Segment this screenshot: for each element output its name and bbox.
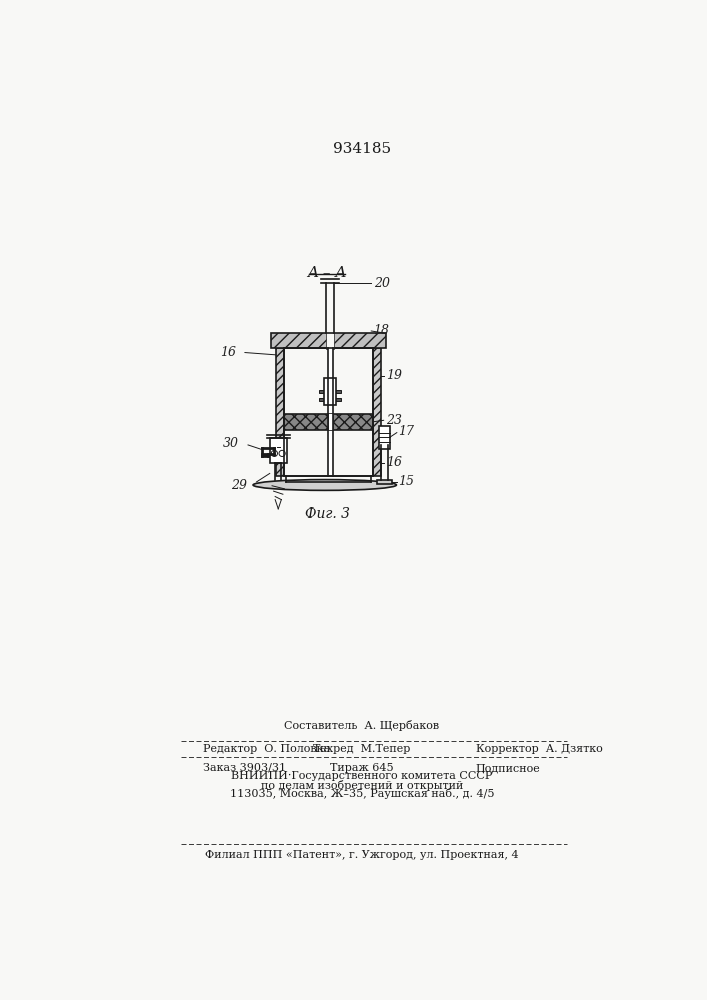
Text: 16: 16	[386, 456, 402, 469]
Text: 29: 29	[231, 479, 247, 492]
Text: 17: 17	[398, 425, 414, 438]
Text: ВНИИПИ·Государственного комитета СССР: ВНИИПИ·Государственного комитета СССР	[231, 771, 493, 781]
Bar	[373, 339, 381, 476]
Text: Заказ 3903/31: Заказ 3903/31	[203, 763, 286, 773]
Text: Тираж 645: Тираж 645	[330, 763, 394, 773]
Text: 18: 18	[373, 324, 390, 337]
Bar	[276, 339, 381, 348]
Text: 19: 19	[386, 369, 402, 382]
Text: Подписное: Подписное	[476, 763, 541, 773]
Text: 30: 30	[223, 437, 239, 450]
Bar	[320, 390, 341, 393]
Text: Филиал ППП «Патент», г. Ужгород, ул. Проектная, 4: Филиал ППП «Патент», г. Ужгород, ул. Про…	[205, 850, 519, 860]
Text: 20: 20	[373, 277, 390, 290]
Text: по делам изобретений и открытий: по делам изобретений и открытий	[261, 780, 463, 791]
Text: 16: 16	[220, 346, 235, 359]
Text: Фиг. 3: Фиг. 3	[305, 507, 349, 521]
Ellipse shape	[253, 480, 397, 490]
Bar	[327, 333, 334, 349]
Bar	[284, 414, 373, 430]
Text: 934185: 934185	[333, 142, 391, 156]
Text: 113035, Москва, Ж–35, Раушская наб., д. 4/5: 113035, Москва, Ж–35, Раушская наб., д. …	[230, 788, 494, 799]
Text: 15: 15	[398, 475, 414, 488]
Text: Корректор  А. Дзятко: Корректор А. Дзятко	[476, 744, 602, 754]
Bar	[320, 398, 341, 401]
Bar	[276, 339, 284, 476]
Text: Техред  М.Тепер: Техред М.Тепер	[313, 744, 411, 754]
Text: 23: 23	[386, 414, 402, 427]
Text: Редактор  О. Половка: Редактор О. Половка	[203, 744, 330, 754]
Bar	[270, 438, 287, 463]
Text: A – A: A – A	[308, 266, 346, 280]
Bar	[328, 413, 333, 430]
Bar	[324, 378, 337, 405]
Bar	[328, 348, 333, 476]
Text: Составитель  А. Щербаков: Составитель А. Щербаков	[284, 720, 440, 731]
Bar	[377, 480, 392, 484]
Bar	[379, 426, 390, 449]
Bar	[271, 333, 386, 348]
